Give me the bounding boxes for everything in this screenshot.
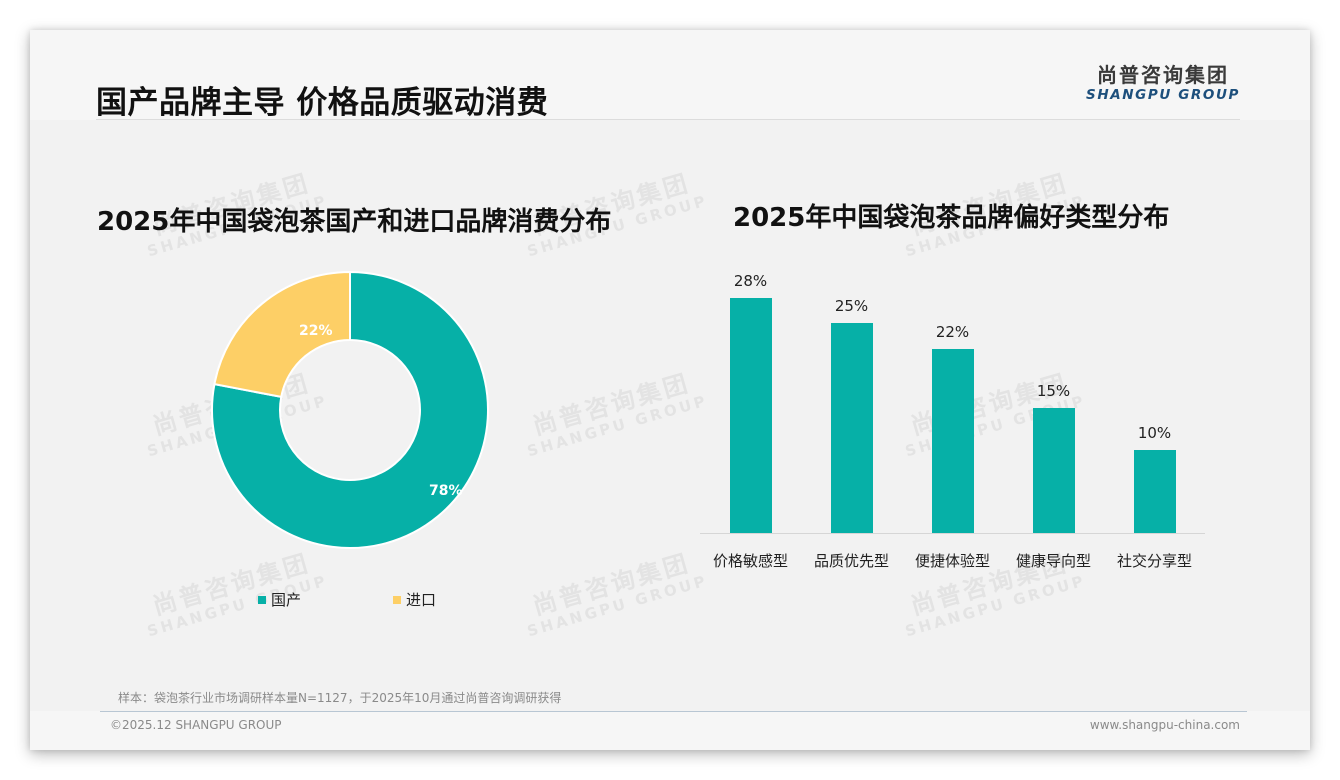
x-axis-category-label: 社交分享型 xyxy=(1116,552,1192,570)
legend-label: 国产 xyxy=(271,591,302,609)
footer-divider xyxy=(100,711,1247,712)
bar xyxy=(931,349,974,534)
logo-english: SHANGPU GROUP xyxy=(1086,87,1241,103)
bar xyxy=(1133,450,1176,534)
x-axis-category-label: 健康导向型 xyxy=(1015,552,1091,570)
bar-chart: 28% 25% 22% 15% 10% 价格敏感型 品质优先型 便捷体验型 健康… xyxy=(700,260,1210,590)
legend-item-domestic: 国产 xyxy=(258,589,301,610)
x-axis-category-label: 品质优先型 xyxy=(813,552,889,570)
legend-item-imported: 进口 xyxy=(393,589,436,610)
legend-label: 进口 xyxy=(406,591,437,609)
donut-svg xyxy=(211,270,489,549)
x-axis-category-label: 便捷体验型 xyxy=(914,552,990,570)
slide: 尚普咨询集团 SHANGPU GROUP 尚普咨询集团 SHANGPU GROUP … xyxy=(30,30,1310,750)
bar xyxy=(1032,408,1075,534)
website-link[interactable]: www.shangpu-china.com xyxy=(1089,718,1240,732)
donut-slice xyxy=(213,270,351,399)
page-title: 国产品牌主导 价格品质驱动消费 xyxy=(96,85,549,121)
x-axis-category-label: 价格敏感型 xyxy=(712,552,788,570)
donut-legend: 国产 进口 xyxy=(258,589,436,610)
bar-column: 22% xyxy=(902,323,1003,534)
bar-column: 10% xyxy=(1104,424,1205,534)
bar-value-label: 10% xyxy=(1137,424,1172,442)
bar-value-label: 28% xyxy=(733,272,768,290)
bar-value-label: 25% xyxy=(834,297,869,315)
logo-chinese: 尚普咨询集团 xyxy=(1097,63,1229,87)
donut-chart-title: 2025年中国袋泡茶国产和进口品牌消费分布 xyxy=(97,207,612,237)
sample-note: 样本：袋泡茶行业市场调研样本量N=1127，于2025年10月通过尚普咨询调研获… xyxy=(118,691,562,705)
legend-swatch-icon xyxy=(258,595,266,604)
bar-value-label: 15% xyxy=(1036,382,1071,400)
bar xyxy=(729,298,772,534)
donut-chart: 22% 78% xyxy=(210,270,490,550)
donut-label-domestic: 78% xyxy=(429,483,463,499)
x-axis-line xyxy=(700,533,1205,534)
company-logo: 尚普咨询集团 SHANGPU GROUP xyxy=(1086,63,1240,103)
bar-column: 25% xyxy=(801,297,902,534)
bar-chart-title: 2025年中国袋泡茶品牌偏好类型分布 xyxy=(733,203,1170,233)
header-band xyxy=(30,30,1310,120)
bar-value-label: 22% xyxy=(935,323,970,341)
donut-label-imported: 22% xyxy=(299,323,333,339)
footer-band xyxy=(30,711,1310,750)
bar xyxy=(830,323,873,534)
donut-slice xyxy=(211,270,489,549)
bar-column: 28% xyxy=(700,272,801,534)
bar-column: 15% xyxy=(1003,382,1104,534)
legend-swatch-icon xyxy=(393,595,402,604)
copyright-text: ©2025.12 SHANGPU GROUP xyxy=(110,718,282,732)
header-divider xyxy=(96,119,1240,120)
